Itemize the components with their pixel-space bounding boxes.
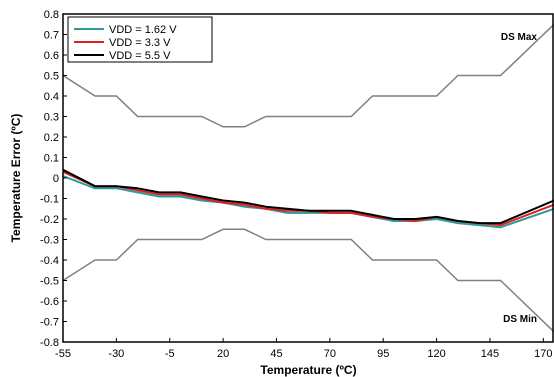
y-tick-label: 0.5 bbox=[44, 71, 59, 83]
y-axis-title: Temperature Error (ºC) bbox=[9, 114, 23, 243]
y-tick-label: 0.8 bbox=[44, 9, 59, 21]
y-tick-label: -0.3 bbox=[40, 235, 59, 247]
ds-max-label: DS Max bbox=[501, 32, 538, 43]
y-tick-label: 0.2 bbox=[44, 132, 59, 144]
legend: VDD = 1.62 V VDD = 3.3 V VDD = 5.5 V bbox=[67, 16, 213, 63]
y-tick-label: -0.1 bbox=[40, 194, 59, 206]
ds-min-label: DS Min bbox=[503, 314, 537, 325]
x-tick-label: 145 bbox=[481, 348, 499, 360]
x-tick-label: 45 bbox=[270, 348, 282, 360]
x-tick-label: 120 bbox=[427, 348, 445, 360]
y-tick-label: -0.5 bbox=[40, 276, 59, 288]
y-tick-label: 0.1 bbox=[44, 153, 59, 165]
ds-max-line bbox=[62, 23, 554, 128]
y-tick-label: -0.6 bbox=[40, 296, 59, 308]
legend-entry-vdd-5-5: VDD = 5.5 V bbox=[109, 50, 171, 62]
y-tick-label: 0.6 bbox=[44, 50, 59, 62]
y-tick-label: -0.8 bbox=[40, 337, 59, 349]
y-tick-label: -0.7 bbox=[40, 317, 59, 329]
limit-lines bbox=[62, 23, 554, 333]
x-tick-label: -30 bbox=[108, 348, 124, 360]
y-tick-label: 0.3 bbox=[44, 112, 59, 124]
legend-entry-vdd-1-62: VDD = 1.62 V bbox=[109, 24, 177, 36]
y-tick-label: -0.4 bbox=[40, 255, 59, 267]
ds-min-line bbox=[62, 228, 554, 333]
x-axis-title: Temperature (ºC) bbox=[260, 363, 356, 377]
y-tick-label: 0.7 bbox=[44, 30, 59, 42]
x-tick-label: 70 bbox=[324, 348, 336, 360]
x-tick-label: 95 bbox=[377, 348, 389, 360]
plot-area-frame bbox=[62, 13, 554, 343]
series-line-0 bbox=[62, 175, 554, 229]
data-series bbox=[62, 168, 554, 229]
x-tick-label: -55 bbox=[55, 348, 71, 360]
series-line-2 bbox=[62, 168, 554, 225]
y-tick-label: -0.2 bbox=[40, 214, 59, 226]
x-tick-label: -5 bbox=[165, 348, 175, 360]
y-tick-label: 0 bbox=[53, 173, 59, 185]
y-tick-label: 0.4 bbox=[44, 91, 59, 103]
legend-entry-vdd-3-3: VDD = 3.3 V bbox=[109, 37, 171, 49]
axis-ticks: 0.8 0.7 0.6 0.5 0.4 0.3 0.2 0.1 0 -0.1 -0.2 -0.3 -0.… bbox=[40, 9, 552, 360]
x-tick-label: 170 bbox=[534, 348, 552, 360]
x-tick-label: 20 bbox=[217, 348, 229, 360]
